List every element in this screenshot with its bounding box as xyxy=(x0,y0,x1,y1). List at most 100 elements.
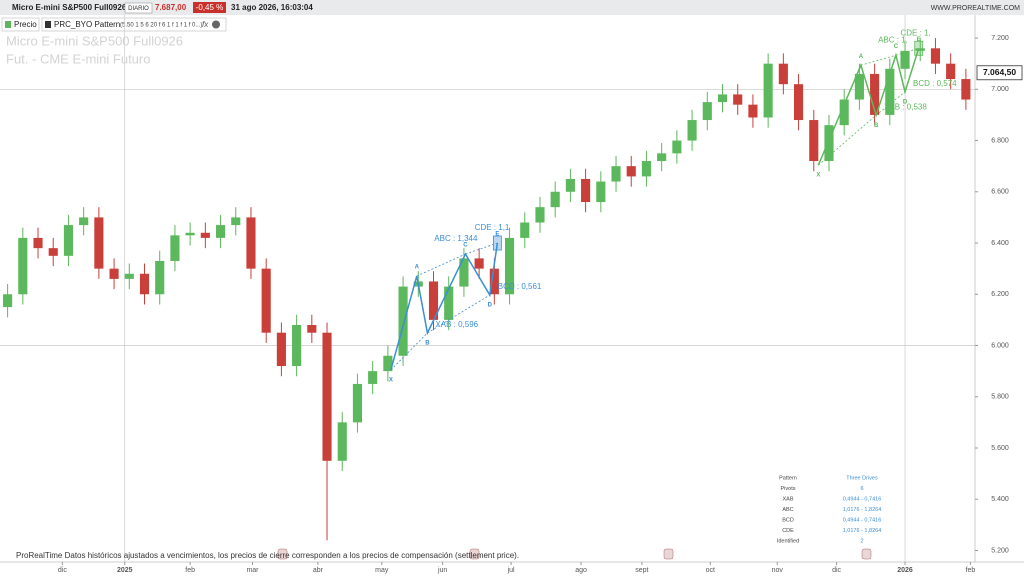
candle-body xyxy=(368,371,378,384)
pattern-point-label: B xyxy=(425,341,430,347)
pattern-point-label: A xyxy=(859,54,864,60)
site[interactable]: WWW.PROREALTIME.COM xyxy=(931,5,1020,12)
candle-body xyxy=(185,232,195,236)
candle-body xyxy=(79,217,89,226)
candle-body xyxy=(398,286,408,356)
candle-body xyxy=(824,125,834,162)
watermark: Fut. - CME E-mini Futuro xyxy=(6,51,150,66)
pattern-point-label: E xyxy=(495,232,499,238)
legend-swatch xyxy=(45,21,51,28)
candle-body xyxy=(18,237,28,295)
table-value: 0,4944 - 0,7416 xyxy=(843,496,882,502)
table-label: Pattern xyxy=(779,475,797,481)
candle-body xyxy=(215,225,226,238)
y-tick-label: 6.400 xyxy=(991,240,1009,247)
axes: 7.200 7.000 6.800 6.600 6.400 6.200 6.000 5.800… xyxy=(58,35,1023,574)
y-tick-label: 7.200 xyxy=(991,35,1009,42)
x-tick-label: oct xyxy=(706,567,715,574)
event-marker[interactable] xyxy=(277,548,288,560)
x-tick-label: 2026 xyxy=(897,567,913,574)
candle-body xyxy=(489,268,499,295)
candle-body xyxy=(596,181,606,203)
candle-body xyxy=(687,120,697,141)
event-marker[interactable] xyxy=(861,548,872,560)
table-value: Three Drives xyxy=(846,475,878,481)
candle-body xyxy=(870,73,880,115)
legend-indicator-label[interactable]: PRC_BYO Pattern xyxy=(54,20,120,29)
grid xyxy=(0,15,975,562)
candle-body xyxy=(626,166,636,177)
pattern-point-label: X xyxy=(389,377,393,383)
candle-body xyxy=(611,166,621,182)
candle-body xyxy=(946,63,956,80)
period-box[interactable] xyxy=(124,2,153,14)
event-marker[interactable] xyxy=(663,548,674,560)
pattern-end-box xyxy=(492,235,502,251)
legend-indicator[interactable] xyxy=(41,17,227,32)
candle-body xyxy=(672,140,682,154)
table-label: CDE xyxy=(782,528,794,534)
candle-body xyxy=(657,153,667,162)
y-tick-label: 6.200 xyxy=(991,291,1009,298)
x-tick-label: 2025 xyxy=(117,567,133,574)
x-tick-label: feb xyxy=(185,567,195,574)
y-tick-label: 5.400 xyxy=(991,496,1009,503)
candle-body xyxy=(854,73,864,100)
y-tick-label: 5.200 xyxy=(991,547,1009,554)
period[interactable]: DIARIO xyxy=(128,6,149,12)
candle-body xyxy=(63,225,74,256)
table-label: ABC xyxy=(782,507,793,513)
candle-body xyxy=(246,217,256,269)
candle-body xyxy=(474,258,484,269)
instrument[interactable]: Micro E-mini S&P500 Full0926 xyxy=(12,3,127,12)
price: 7.687,00 xyxy=(155,3,187,12)
y-tick-label: 6.600 xyxy=(991,189,1009,196)
candle-body xyxy=(124,273,134,279)
candle-body xyxy=(231,217,241,226)
pattern-ratio-label: ABC : 1, xyxy=(878,35,908,44)
legend-swatch xyxy=(5,21,11,28)
candle-body xyxy=(48,248,58,256)
pattern-ratio-line xyxy=(818,114,877,166)
candle-body xyxy=(581,178,591,203)
legend-price[interactable] xyxy=(1,17,40,32)
pattern-line xyxy=(817,48,920,166)
pattern-point-label: E xyxy=(917,37,921,43)
legend-price-label[interactable]: Precio xyxy=(14,20,37,29)
table-value: 1,0176 - 1,8264 xyxy=(843,528,882,534)
pattern-ratio-line xyxy=(465,242,498,255)
candle-body xyxy=(33,237,43,249)
pattern-ratio-label: BCD : 0,561 xyxy=(498,282,542,291)
pattern-point-label: B xyxy=(874,123,879,129)
candle-body xyxy=(428,281,439,320)
y-tick-label: 6.800 xyxy=(991,137,1009,144)
pattern-ratio-label: XAB : 0,538 xyxy=(884,102,927,111)
x-tick-label: ago xyxy=(575,567,587,574)
settings-icon[interactable]: fx xyxy=(202,20,209,29)
pattern-point-label: D xyxy=(903,99,908,105)
candle-body xyxy=(170,235,180,261)
candle-body xyxy=(733,94,743,105)
stats-table: Pattern Three Drives Pivots 6 XAB 0,4944 - 0,… xyxy=(777,475,881,544)
y-tick-label: 5.600 xyxy=(991,445,1009,452)
event-marker[interactable] xyxy=(469,548,480,560)
candle-body xyxy=(307,325,317,333)
candle-body xyxy=(337,422,347,461)
candle-body xyxy=(748,104,758,118)
close-icon[interactable] xyxy=(212,20,220,29)
candle-body xyxy=(763,63,773,118)
pattern-point-label: C xyxy=(894,44,899,50)
candle-body xyxy=(809,120,819,162)
x-tick-label: dic xyxy=(58,567,67,574)
pattern-ratio-label: CDE : 1,1 xyxy=(475,223,510,232)
pattern-ratio-line xyxy=(416,253,466,277)
x-tick-label: abr xyxy=(313,567,324,574)
x-tick-label: sept xyxy=(635,567,648,574)
footnote: ProRealTime Datos históricos ajustados a… xyxy=(16,551,519,560)
candle-body xyxy=(444,286,454,320)
pattern-ratio-label: XAB : 0,596 xyxy=(435,320,478,329)
pattern-ratio-label: ABC : 1,344 xyxy=(434,234,478,243)
candle-body xyxy=(641,161,652,177)
candle-body xyxy=(276,332,286,367)
candle-body xyxy=(793,84,804,121)
